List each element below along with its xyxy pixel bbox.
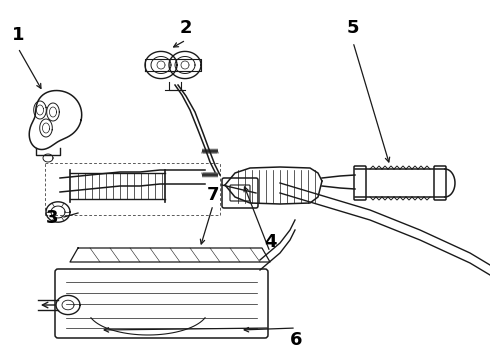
Text: 3: 3 (46, 209, 58, 227)
Text: 5: 5 (347, 19, 359, 37)
Text: 1: 1 (12, 26, 24, 44)
Text: 4: 4 (264, 233, 276, 251)
Text: 6: 6 (290, 331, 302, 349)
Text: 2: 2 (180, 19, 192, 37)
Text: 7: 7 (207, 186, 219, 204)
